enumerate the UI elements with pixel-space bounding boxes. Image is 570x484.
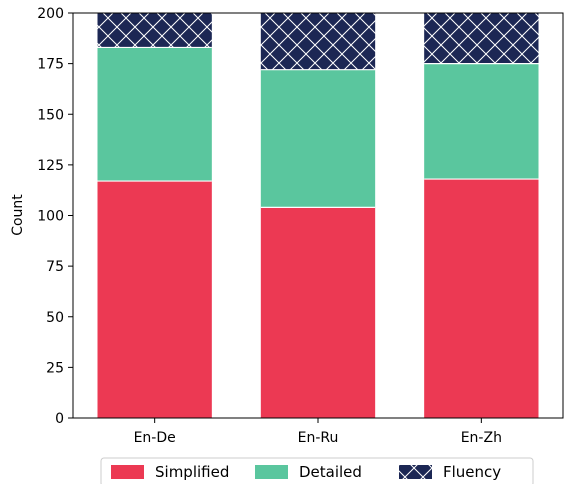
- bar-fluency-en-zh: [424, 13, 539, 64]
- bar-fluency-en-ru: [260, 13, 376, 70]
- y-tick-label: 25: [46, 360, 64, 376]
- legend-label-simplified: Simplified: [155, 463, 229, 481]
- x-tick-label: En-De: [134, 430, 176, 446]
- y-tick-label: 0: [55, 411, 64, 427]
- y-tick-label: 125: [37, 158, 64, 174]
- axes-layer: En-De En-Ru En-Zh 0 25 50 75 100 125 150 175 200: [37, 6, 564, 446]
- y-tick-label: 50: [46, 310, 64, 326]
- plot-frame: [72, 12, 564, 419]
- y-tick-label: 175: [37, 57, 64, 73]
- bar-simplified-en-zh: [424, 179, 539, 418]
- bar-fluency-en-de: [97, 13, 212, 48]
- y-tick-label: 200: [37, 6, 64, 22]
- y-tick-label: 75: [46, 259, 64, 275]
- bars-layer: [97, 13, 539, 418]
- legend-swatch-simplified: [111, 465, 144, 479]
- legend-label-fluency: Fluency: [443, 463, 501, 481]
- x-tick-label: En-Ru: [298, 430, 339, 446]
- x-tick-label: En-Zh: [461, 430, 502, 446]
- y-tick-label: 150: [37, 107, 64, 123]
- legend-label-detailed: Detailed: [299, 463, 362, 481]
- y-axis-label: Count: [10, 194, 26, 236]
- y-tick-label: 100: [37, 209, 64, 225]
- bar-detailed-en-ru: [260, 69, 376, 208]
- legend-swatch-fluency: [399, 465, 432, 479]
- bar-simplified-en-ru: [260, 207, 376, 418]
- bar-simplified-en-de: [97, 181, 212, 418]
- legend-swatch-detailed: [255, 465, 288, 479]
- bar-detailed-en-zh: [424, 63, 539, 180]
- bar-detailed-en-de: [97, 47, 212, 182]
- legend: Simplified Detailed Fluency: [100, 457, 534, 484]
